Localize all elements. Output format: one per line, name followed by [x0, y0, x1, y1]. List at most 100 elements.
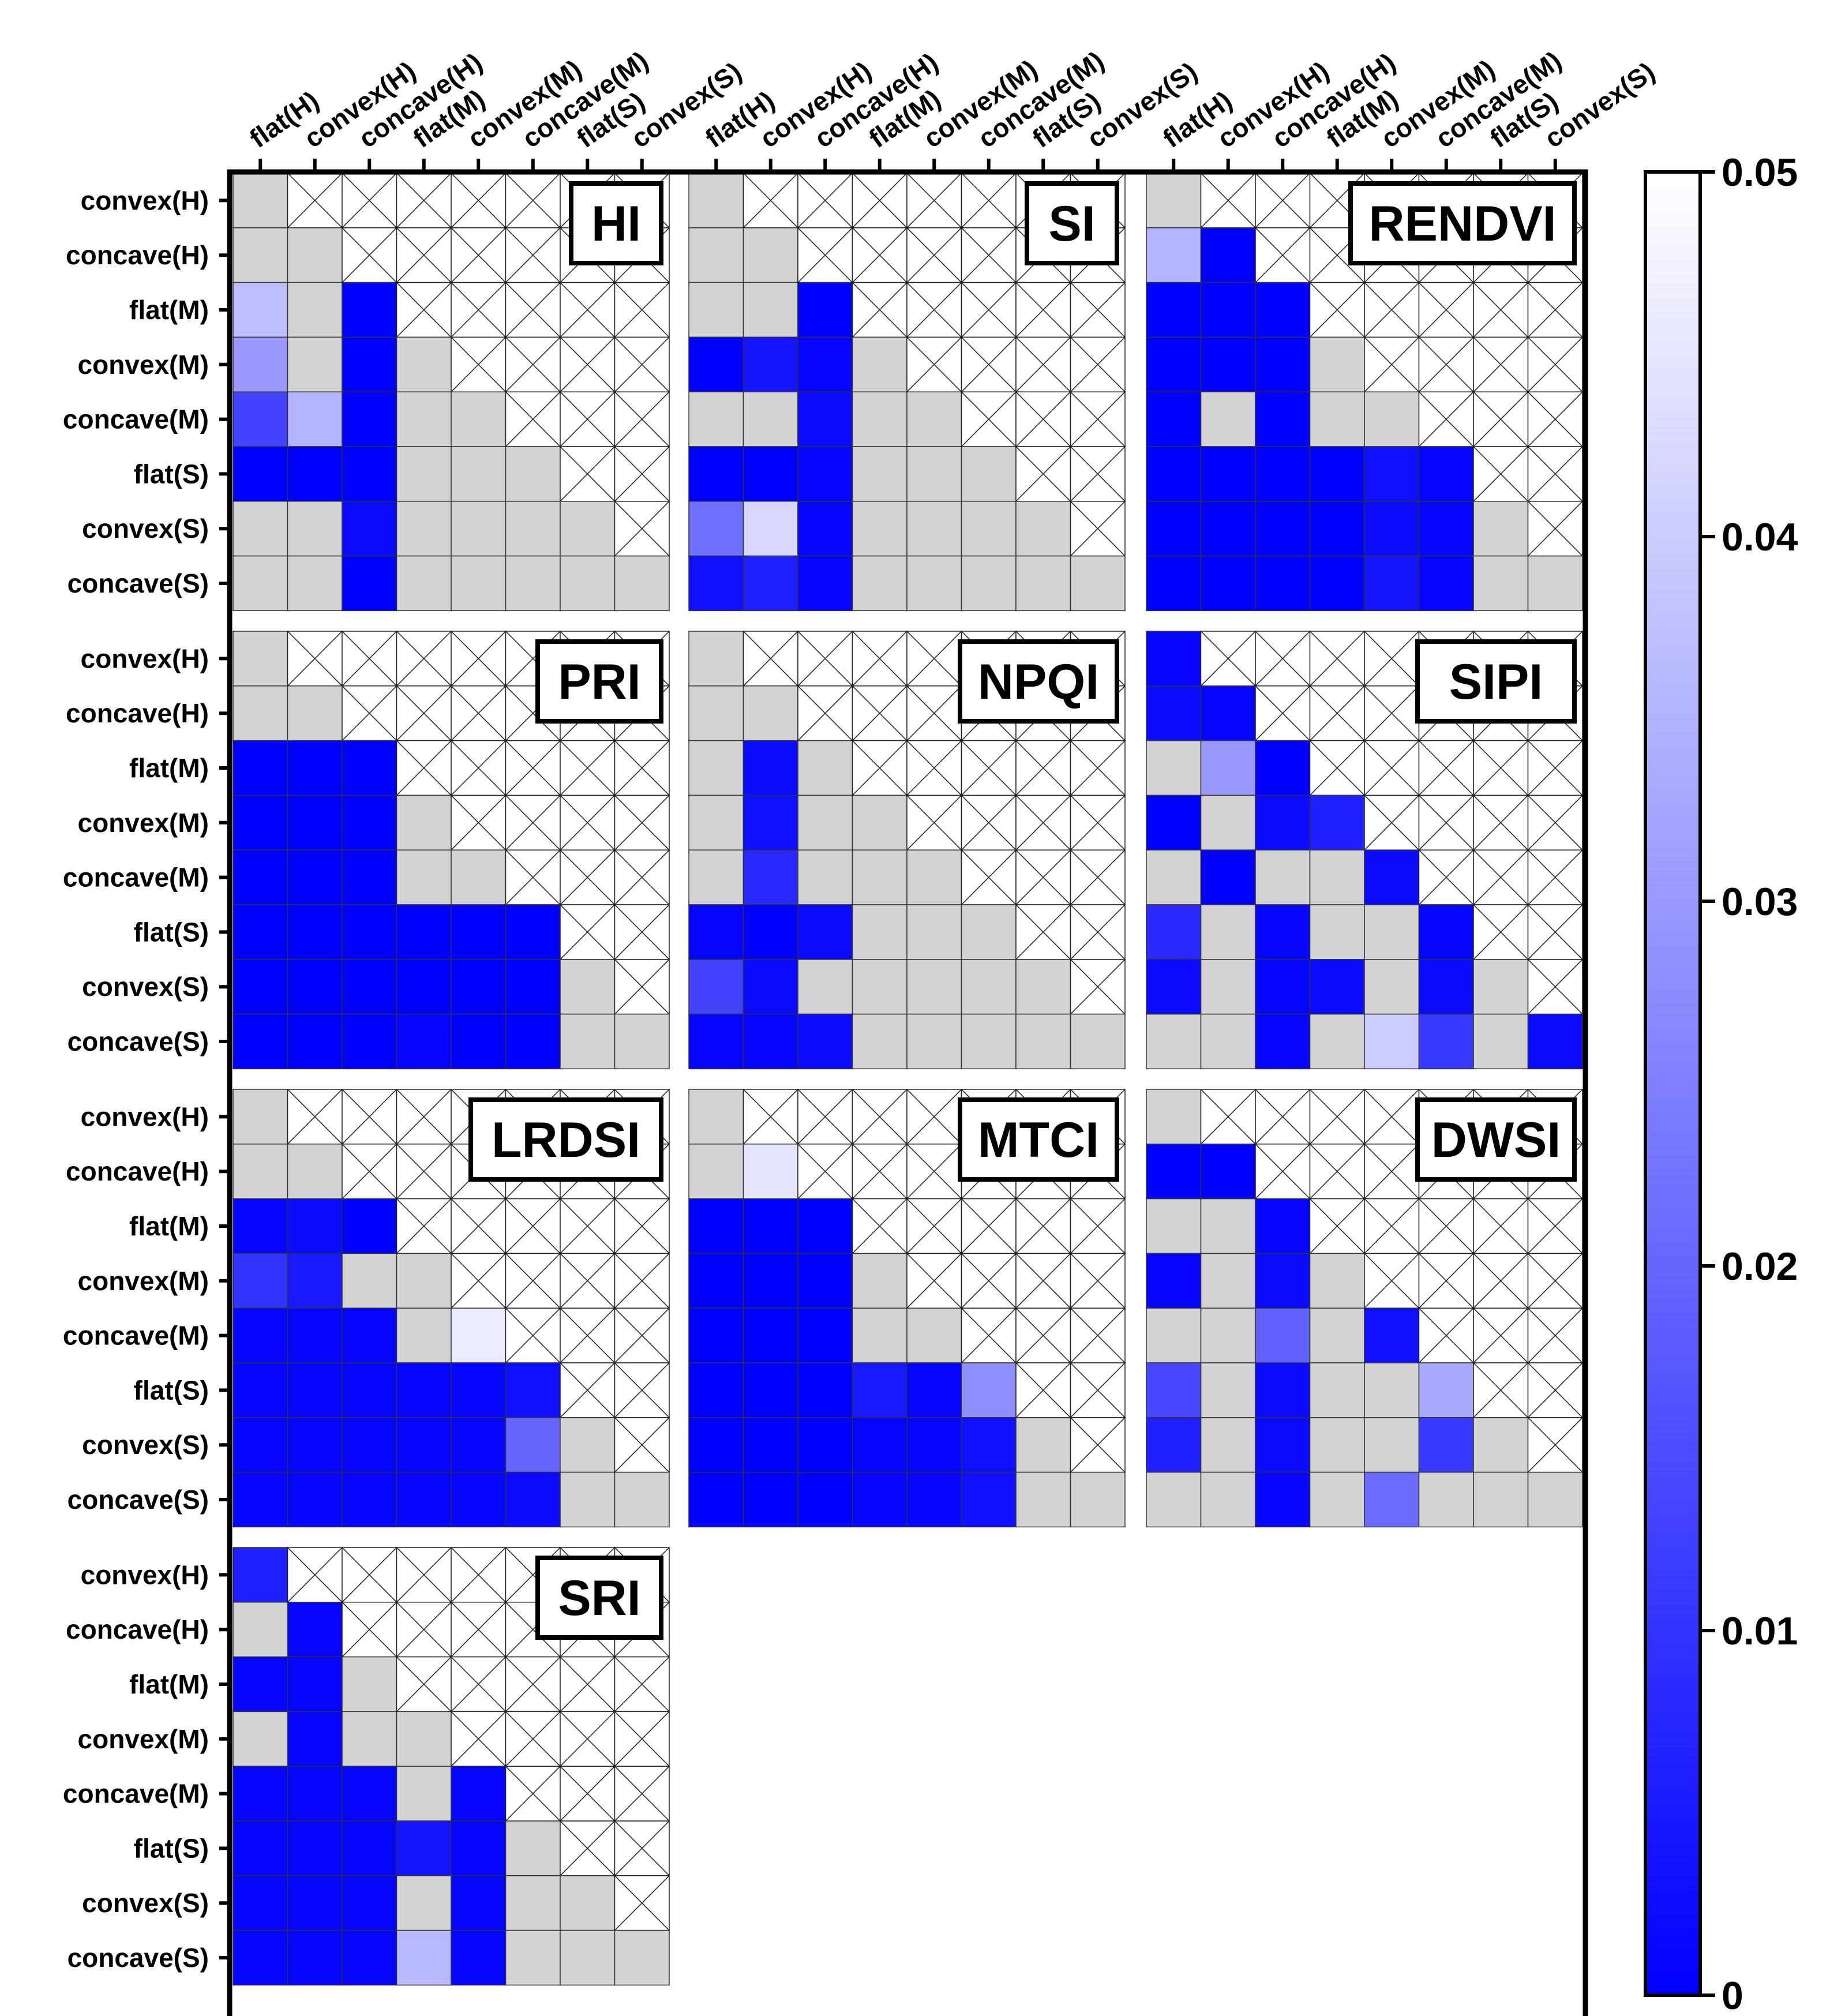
cross-mark-hi-r4-c6 [560, 391, 616, 447]
cross-mark-lrdsi-r4-c7 [614, 1307, 670, 1363]
cross-mark-si-r4-c6 [1015, 391, 1071, 447]
cross-mark-sipi-r0-c3 [1309, 631, 1365, 687]
cross-mark-sri-r5-c7 [614, 1820, 670, 1876]
cell-pri-r2-c1 [287, 740, 343, 796]
y-tick-label-0-convex-h: convex(H) [81, 185, 209, 215]
cell-sri-r6-c6 [560, 1875, 616, 1931]
cell-lrdsi-r6-c3 [396, 1417, 452, 1473]
cross-mark-npqi-r4-c7 [1070, 849, 1126, 905]
cell-si-r3-c2 [797, 336, 853, 392]
cross-mark-npqi-r1-c4 [906, 685, 962, 741]
cell-mtci-r6-c5 [961, 1417, 1017, 1473]
cross-mark-rendvi-r2-c4 [1364, 282, 1420, 338]
cross-mark-mtci-r0-c2 [797, 1089, 853, 1145]
cross-mark-si-r5-c6 [1015, 446, 1071, 502]
cell-lrdsi-r7-c3 [396, 1471, 452, 1528]
cell-mtci-r7-c4 [906, 1471, 962, 1528]
cell-rendvi-r5-c2 [1255, 446, 1311, 502]
cell-si-r6-c3 [852, 501, 907, 557]
cell-dwsi-r3-c1 [1200, 1253, 1256, 1309]
cell-npqi-r1-c0 [688, 685, 744, 741]
y-tick-label-2-flat-m: flat(M) [129, 1211, 209, 1241]
cell-mtci-r3-c2 [797, 1253, 853, 1309]
cell-sipi-r3-c1 [1200, 795, 1256, 850]
y-tick-label-2-concave-s: concave(S) [68, 1485, 209, 1515]
cell-sipi-r4-c1 [1200, 849, 1256, 905]
cell-mtci-r0-c0 [688, 1089, 744, 1145]
cell-npqi-r3-c1 [742, 795, 798, 850]
cell-npqi-r6-c1 [742, 959, 798, 1015]
cross-mark-lrdsi-r4-c5 [505, 1307, 561, 1363]
cell-npqi-r3-c2 [797, 795, 853, 850]
cell-si-r4-c4 [906, 391, 962, 447]
cross-mark-pri-r3-c7 [614, 795, 670, 850]
cell-sipi-r7-c2 [1255, 1013, 1311, 1070]
cell-hi-r6-c0 [232, 501, 288, 557]
cross-mark-sri-r5-c6 [560, 1820, 616, 1876]
cross-mark-lrdsi-r0-c2 [342, 1089, 397, 1145]
cross-mark-rendvi-r3-c6 [1473, 336, 1529, 392]
cross-mark-rendvi-r1-c2 [1255, 227, 1311, 283]
cell-rendvi-r6-c5 [1418, 501, 1474, 557]
cross-mark-mtci-r0-c3 [852, 1089, 907, 1145]
cell-sri-r6-c5 [505, 1875, 561, 1931]
cell-sipi-r7-c7 [1527, 1013, 1583, 1070]
cross-mark-dwsi-r1-c2 [1255, 1144, 1311, 1200]
cell-sipi-r2-c0 [1146, 740, 1202, 796]
cross-mark-hi-r2-c3 [396, 282, 452, 338]
cell-rendvi-r7-c0 [1146, 555, 1202, 612]
cell-sipi-r7-c3 [1309, 1013, 1365, 1070]
cell-sipi-r5-c5 [1418, 904, 1474, 960]
panel-label-box-dwsi [1415, 1097, 1577, 1182]
cell-sri-r6-c0 [232, 1875, 288, 1931]
cell-mtci-r2-c2 [797, 1198, 853, 1254]
cross-mark-sri-r2-c5 [505, 1657, 561, 1712]
y-tick-label-3-convex-h: convex(H) [81, 1560, 209, 1590]
cell-mtci-r5-c5 [961, 1362, 1017, 1418]
cell-npqi-r7-c2 [797, 1013, 853, 1070]
panel-label-rendvi: RENDVI [1369, 196, 1557, 252]
cell-dwsi-r5-c0 [1146, 1362, 1202, 1418]
cross-mark-sipi-r2-c5 [1418, 740, 1474, 796]
cell-dwsi-r7-c2 [1255, 1471, 1311, 1528]
y-tick-label-3-convex-m: convex(M) [78, 1724, 209, 1754]
cell-npqi-r7-c3 [852, 1013, 907, 1070]
cell-hi-r3-c2 [342, 336, 397, 392]
cell-rendvi-r7-c3 [1309, 555, 1365, 612]
cross-mark-dwsi-r2-c4 [1364, 1198, 1420, 1254]
cell-hi-r7-c6 [560, 555, 616, 612]
cross-mark-npqi-r1-c3 [852, 685, 907, 741]
cell-pri-r3-c2 [342, 795, 397, 850]
cell-lrdsi-r2-c1 [287, 1198, 343, 1254]
cell-mtci-r7-c3 [852, 1471, 907, 1528]
cell-lrdsi-r4-c4 [451, 1307, 507, 1363]
cell-dwsi-r6-c4 [1364, 1417, 1420, 1473]
cell-sri-r7-c3 [396, 1929, 452, 1986]
colorbar-tick-label-0-01: 0.01 [1722, 1609, 1798, 1653]
cross-mark-pri-r5-c7 [614, 904, 670, 960]
cell-rendvi-r1-c0 [1146, 227, 1202, 283]
cell-si-r5-c0 [688, 446, 744, 502]
cell-hi-r5-c5 [505, 446, 561, 502]
cell-lrdsi-r4-c1 [287, 1307, 343, 1363]
heatmap-cells [232, 173, 1583, 1986]
cell-rendvi-r6-c0 [1146, 501, 1202, 557]
cell-rendvi-r2-c0 [1146, 282, 1202, 338]
cell-mtci-r3-c3 [852, 1253, 907, 1309]
cell-mtci-r1-c0 [688, 1144, 744, 1200]
cell-dwsi-r1-c1 [1200, 1144, 1256, 1200]
cross-mark-si-r4-c7 [1070, 391, 1126, 447]
cell-mtci-r4-c1 [742, 1307, 798, 1363]
cross-mark-pri-r2-c6 [560, 740, 616, 796]
cell-rendvi-r7-c5 [1418, 555, 1474, 612]
cell-pri-r7-c4 [451, 1013, 507, 1070]
cross-mark-pri-r6-c7 [614, 959, 670, 1015]
cross-mark-dwsi-r3-c6 [1473, 1253, 1529, 1309]
cross-mark-dwsi-r2-c3 [1309, 1198, 1365, 1254]
y-tick-label-1-convex-m: convex(M) [78, 808, 209, 838]
cross-mark-npqi-r2-c4 [906, 740, 962, 796]
cell-dwsi-r4-c1 [1200, 1307, 1256, 1363]
cell-npqi-r6-c0 [688, 959, 744, 1015]
cell-sipi-r2-c1 [1200, 740, 1256, 796]
